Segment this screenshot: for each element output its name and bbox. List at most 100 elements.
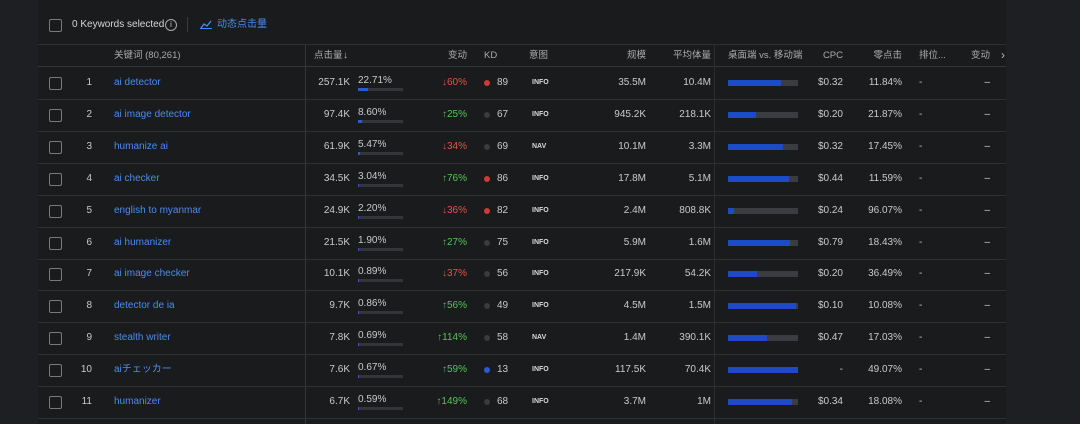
cpc: $0.34 bbox=[817, 396, 843, 407]
change: ↓37% bbox=[441, 268, 467, 280]
keyword-link[interactable]: ai checker bbox=[114, 172, 160, 184]
kd-dot bbox=[484, 143, 490, 150]
clicks: 10.1K bbox=[323, 268, 350, 280]
desktop-bar bbox=[728, 80, 781, 86]
kd-dot bbox=[484, 335, 490, 342]
rank-change: – bbox=[984, 396, 990, 407]
desktop-bar bbox=[728, 175, 789, 182]
kd: 86 bbox=[497, 172, 509, 184]
row-checkbox[interactable] bbox=[49, 236, 62, 250]
zero-click: 49.07% bbox=[868, 364, 902, 376]
kd: 67 bbox=[497, 108, 509, 120]
zero-click: 36.49% bbox=[868, 268, 902, 280]
kd: 49 bbox=[497, 300, 509, 312]
rank: - bbox=[919, 140, 923, 152]
chart-icon bbox=[200, 20, 212, 29]
row-line bbox=[38, 227, 1006, 228]
row-checkbox[interactable] bbox=[49, 204, 62, 218]
kd-dot bbox=[484, 239, 490, 246]
clicks: 34.5K bbox=[323, 172, 350, 184]
row-line bbox=[38, 259, 1006, 260]
share-track bbox=[358, 151, 403, 155]
keyword-link[interactable]: ai humanizer bbox=[114, 236, 172, 248]
keyword-link[interactable]: ai detector bbox=[114, 77, 161, 88]
intent-badge: INFO bbox=[532, 110, 549, 118]
keyword-link[interactable]: detector de ia bbox=[114, 300, 175, 312]
row-checkbox[interactable] bbox=[49, 364, 62, 378]
volume: 1.4M bbox=[623, 332, 646, 344]
rank: - bbox=[919, 300, 923, 312]
row-checkbox[interactable] bbox=[49, 172, 62, 186]
select-all-checkbox[interactable] bbox=[49, 19, 62, 32]
click-share: 22.71% bbox=[358, 75, 392, 86]
row-index: 2 bbox=[86, 108, 92, 120]
sort-arrow[interactable]: ↓ bbox=[343, 50, 348, 61]
row-checkbox[interactable] bbox=[49, 396, 62, 409]
scroll-right[interactable]: › bbox=[1001, 48, 1005, 62]
share-bar bbox=[358, 119, 362, 123]
zero-click: 17.03% bbox=[868, 332, 902, 344]
desktop-bar bbox=[728, 143, 783, 150]
click-share: 0.89% bbox=[358, 266, 387, 278]
volume: 2.4M bbox=[623, 204, 646, 216]
clicks: 6.7K bbox=[329, 396, 350, 407]
change: ↓36% bbox=[441, 204, 467, 216]
avg-volume: 3.3M bbox=[688, 140, 711, 152]
row-checkbox[interactable] bbox=[49, 77, 62, 90]
intent-badge: INFO bbox=[532, 206, 549, 214]
column-header: 意图 bbox=[529, 50, 549, 61]
zero-click: 17.45% bbox=[868, 140, 902, 152]
rank: - bbox=[919, 332, 923, 344]
rank: - bbox=[919, 172, 923, 184]
kd: 89 bbox=[497, 77, 509, 88]
row-checkbox[interactable] bbox=[49, 140, 62, 154]
share-bar bbox=[358, 247, 359, 251]
keyword-link[interactable]: ai image detector bbox=[114, 108, 191, 120]
cpc: $0.79 bbox=[817, 236, 843, 248]
desktop-bar bbox=[728, 367, 798, 374]
intent-badge: INFO bbox=[532, 302, 549, 310]
info-icon[interactable]: i bbox=[165, 19, 177, 31]
kd-dot bbox=[484, 367, 490, 374]
keyword-link[interactable]: aiチェッカー bbox=[114, 364, 172, 376]
change: ↑114% bbox=[437, 332, 467, 344]
dynamic-clicks-button[interactable]: 动态点击量 bbox=[217, 19, 267, 30]
keyword-link[interactable]: humanize ai bbox=[114, 140, 168, 152]
row-checkbox[interactable] bbox=[49, 300, 62, 314]
avg-volume: 1M bbox=[697, 396, 711, 407]
clicks: 9.7K bbox=[329, 300, 350, 312]
keyword-link[interactable]: english to myanmar bbox=[114, 204, 202, 216]
row-line bbox=[38, 418, 1006, 419]
desktop-bar bbox=[728, 303, 796, 310]
kd: 58 bbox=[497, 332, 509, 344]
kd: 13 bbox=[497, 364, 509, 376]
clicks: 7.6K bbox=[329, 364, 350, 376]
zero-click: 10.08% bbox=[868, 300, 902, 312]
rank-change: – bbox=[984, 332, 990, 344]
keyword-link[interactable]: humanizer bbox=[114, 396, 161, 407]
row-checkbox[interactable] bbox=[49, 108, 62, 122]
avg-volume: 10.4M bbox=[683, 77, 711, 88]
kd-dot bbox=[484, 80, 490, 86]
intent-badge: INFO bbox=[532, 398, 549, 405]
row-index: 6 bbox=[86, 236, 92, 248]
kd: 75 bbox=[497, 236, 509, 248]
row-checkbox[interactable] bbox=[49, 268, 62, 282]
avg-volume: 1.6M bbox=[688, 236, 711, 248]
rank-change: – bbox=[984, 172, 990, 184]
keyword-link[interactable]: ai image checker bbox=[114, 268, 190, 280]
rank: - bbox=[919, 236, 923, 248]
volume: 3.7M bbox=[623, 396, 646, 407]
row-checkbox[interactable] bbox=[49, 332, 62, 346]
share-track bbox=[358, 88, 403, 91]
column-divider bbox=[714, 45, 715, 424]
volume: 217.9K bbox=[614, 268, 646, 280]
share-track bbox=[358, 311, 403, 315]
keyword-link[interactable]: stealth writer bbox=[114, 332, 171, 344]
clicks: 61.9K bbox=[323, 140, 350, 152]
cpc: $0.20 bbox=[817, 108, 843, 120]
click-share: 0.67% bbox=[358, 362, 387, 374]
row-index: 10 bbox=[80, 364, 92, 376]
zero-click: 21.87% bbox=[868, 108, 902, 120]
